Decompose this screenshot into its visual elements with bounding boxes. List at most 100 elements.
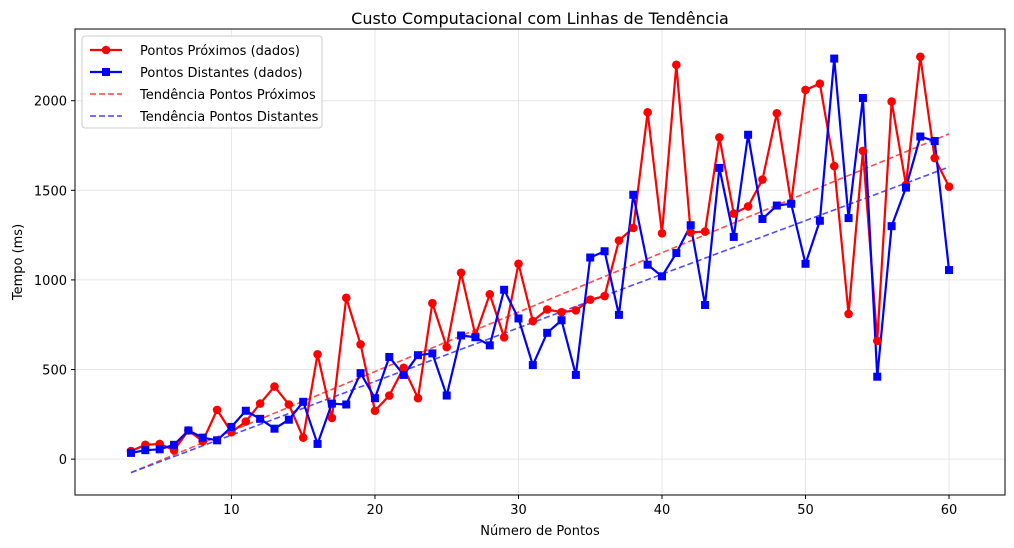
- point-distantes: [241, 406, 250, 415]
- point-distantes: [830, 54, 839, 63]
- point-proximos: [327, 413, 337, 423]
- x-tick-label: 40: [654, 503, 671, 518]
- point-distantes: [586, 253, 595, 262]
- point-distantes: [399, 370, 408, 379]
- point-distantes: [901, 183, 910, 192]
- point-proximos: [399, 363, 408, 373]
- point-proximos: [944, 182, 954, 192]
- y-tick-label: 2000: [34, 95, 67, 110]
- data-lines: [130, 55, 951, 454]
- point-distantes: [543, 328, 552, 337]
- point-distantes: [270, 424, 279, 433]
- point-distantes: [930, 137, 939, 146]
- point-proximos: [672, 60, 681, 70]
- x-tick-label: 50: [797, 503, 814, 518]
- point-proximos: [628, 223, 638, 233]
- y-axis-label: Tempo (ms): [11, 224, 26, 301]
- point-distantes: [500, 285, 509, 294]
- point-proximos: [485, 289, 495, 299]
- point-distantes: [945, 266, 954, 275]
- point-proximos: [815, 79, 825, 88]
- point-distantes: [428, 349, 437, 358]
- point-proximos: [600, 291, 609, 301]
- legend-marker: [101, 45, 111, 55]
- legend-marker: [102, 68, 110, 76]
- point-proximos: [241, 417, 251, 426]
- point-proximos: [844, 309, 853, 319]
- point-proximos: [341, 293, 351, 303]
- point-distantes: [457, 331, 466, 340]
- point-distantes: [715, 163, 724, 172]
- point-proximos: [456, 268, 466, 278]
- point-proximos: [916, 52, 925, 62]
- x-tick-label: 30: [510, 503, 527, 518]
- point-proximos: [212, 405, 222, 415]
- point-proximos: [801, 85, 810, 95]
- point-distantes: [485, 341, 494, 350]
- point-distantes: [701, 301, 710, 310]
- point-distantes: [815, 216, 824, 225]
- point-distantes: [744, 130, 753, 139]
- point-distantes: [141, 446, 150, 455]
- trendline-proximos: [130, 133, 950, 474]
- point-distantes: [801, 259, 810, 268]
- point-proximos: [614, 236, 624, 245]
- point-distantes: [442, 391, 451, 400]
- point-proximos: [858, 146, 868, 156]
- point-proximos: [413, 393, 423, 403]
- point-proximos: [872, 336, 882, 346]
- point-distantes: [614, 310, 623, 319]
- point-distantes: [299, 397, 308, 406]
- point-distantes: [414, 351, 423, 360]
- point-proximos: [829, 161, 839, 171]
- point-distantes: [514, 314, 523, 323]
- point-proximos: [499, 332, 509, 342]
- point-distantes: [729, 232, 738, 241]
- point-distantes: [571, 370, 580, 379]
- trendlines: [130, 133, 950, 474]
- point-proximos: [428, 298, 437, 308]
- point-proximos: [528, 316, 538, 326]
- point-proximos: [758, 175, 767, 184]
- legend-box: [81, 35, 323, 129]
- point-distantes: [887, 222, 896, 231]
- point-distantes: [227, 422, 236, 431]
- x-tick-label: 10: [223, 503, 240, 518]
- legend-label: Pontos Distantes (dados): [140, 66, 303, 81]
- point-distantes: [844, 214, 853, 223]
- point-distantes: [471, 333, 480, 342]
- point-distantes: [643, 260, 652, 269]
- point-distantes: [213, 436, 222, 445]
- point-proximos: [356, 340, 365, 349]
- y-tick-label: 1000: [34, 274, 67, 289]
- x-tick-label: 60: [941, 503, 958, 518]
- point-distantes: [327, 399, 336, 408]
- y-tick-label: 0: [59, 453, 67, 468]
- point-proximos: [313, 350, 322, 359]
- point-distantes: [284, 415, 293, 424]
- trendline-distantes: [130, 166, 950, 474]
- point-distantes: [155, 445, 164, 454]
- point-distantes: [198, 433, 207, 442]
- point-distantes: [256, 414, 265, 423]
- series-line-proximos: [130, 55, 951, 453]
- point-proximos: [514, 259, 523, 269]
- point-distantes: [184, 426, 193, 435]
- point-proximos: [743, 202, 753, 211]
- point-distantes: [528, 361, 537, 370]
- point-proximos: [585, 295, 595, 304]
- plot-area: [74, 28, 1006, 496]
- legend-label: Tendência Pontos Próximos: [139, 88, 316, 103]
- point-distantes: [313, 439, 322, 448]
- y-tick-label: 1500: [34, 184, 67, 199]
- point-distantes: [385, 352, 394, 361]
- x-tick-label: 20: [367, 503, 384, 518]
- point-proximos: [772, 108, 782, 118]
- point-proximos: [729, 209, 739, 218]
- point-distantes: [557, 316, 566, 325]
- point-proximos: [657, 229, 667, 238]
- point-proximos: [686, 228, 695, 237]
- point-distantes: [787, 199, 796, 208]
- chart-title: Custo Computacional com Linhas de Tendên…: [351, 9, 729, 28]
- point-distantes: [686, 221, 695, 230]
